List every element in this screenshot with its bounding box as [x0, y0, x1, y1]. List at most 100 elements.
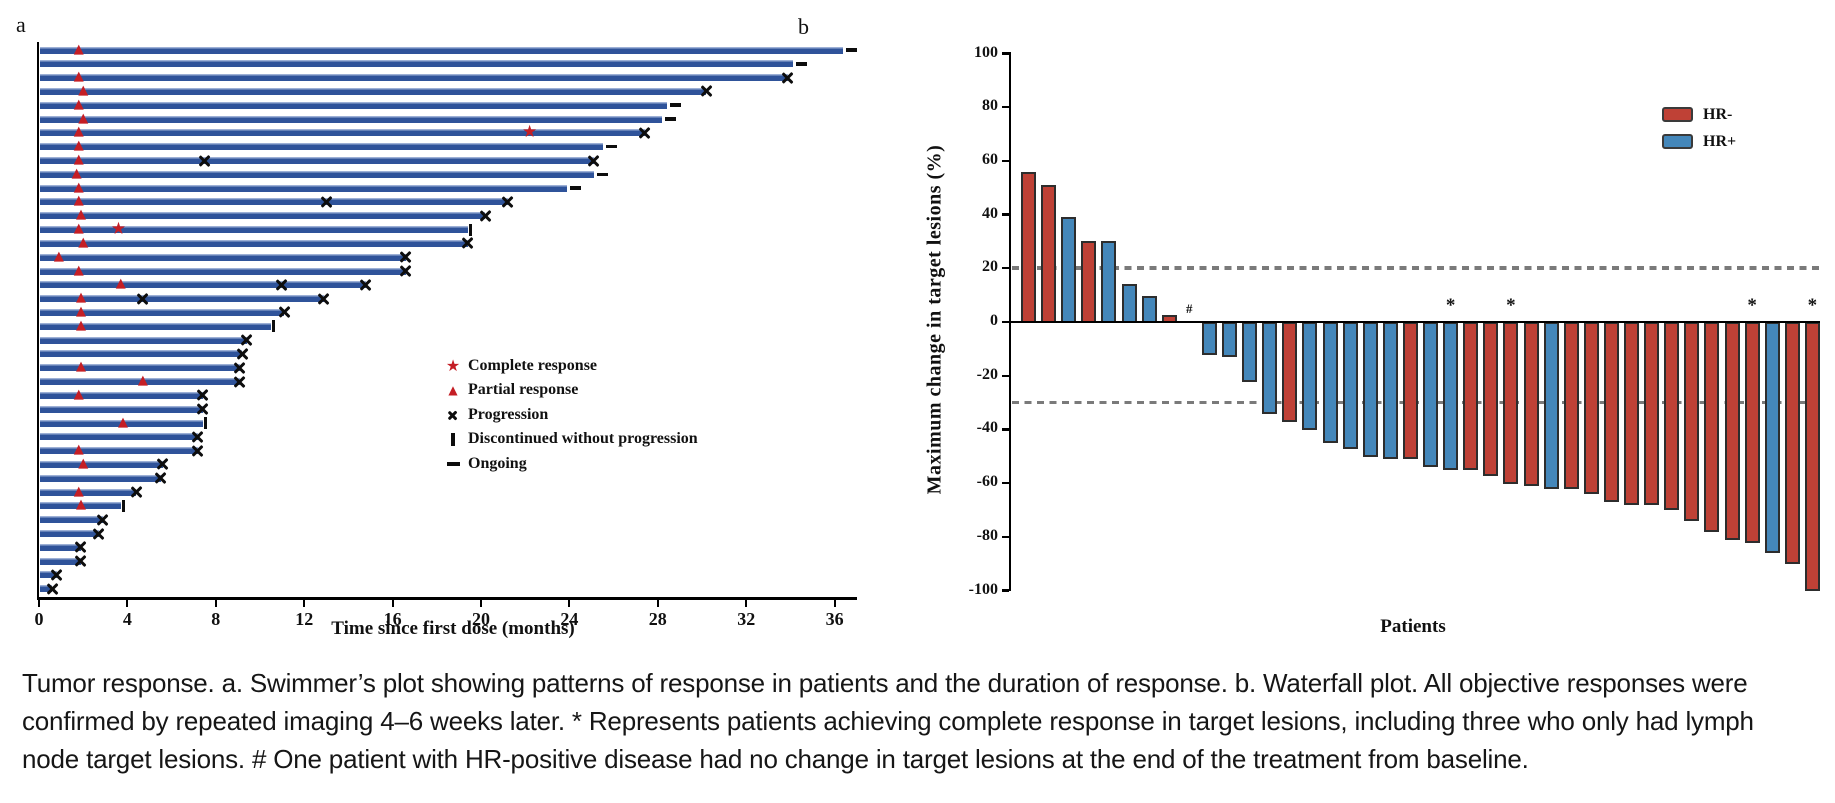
swimmer-x-axis: [37, 597, 857, 600]
waterfall-y-tick-label: -20: [976, 365, 998, 383]
partial-response-marker: ▲: [75, 497, 86, 513]
swimmer-bar: [40, 184, 568, 192]
ongoing-dash-marker: [846, 48, 858, 52]
legend-vbar-icon: [451, 433, 455, 447]
progression-x-marker: [278, 306, 291, 319]
swimmer-legend-label: Ongoing: [468, 454, 527, 472]
waterfall-y-tick-label: 0: [990, 312, 998, 329]
partial-response-marker: ▲: [78, 455, 89, 471]
waterfall-y-tick-label: 40: [982, 204, 998, 222]
waterfall-bar: [1804, 321, 1820, 591]
waterfall-bar: [1222, 321, 1237, 358]
waterfall-bar: [1262, 321, 1278, 414]
waterfall-y-tick-label: 80: [982, 97, 998, 115]
swimmer-x-tick: [391, 599, 394, 607]
waterfall-bar: [1583, 321, 1599, 495]
waterfall-bar: [1041, 185, 1057, 323]
ongoing-dash-marker: [669, 103, 681, 108]
progression-x-marker: [360, 278, 373, 291]
partial-response-marker: ▲: [73, 442, 84, 458]
swimmer-x-tick-label: 28: [648, 609, 667, 629]
partial-response-marker: ▲: [78, 82, 89, 98]
partial-response-marker: ▲: [73, 69, 84, 85]
partial-response-marker: ▲: [73, 96, 84, 112]
ongoing-dash-marker: [596, 172, 608, 177]
complete-response-asterisk: *: [1506, 295, 1516, 316]
swimmer-bar: [40, 378, 241, 386]
swimmer-bar: [40, 350, 243, 358]
progression-x-marker: [74, 541, 87, 554]
swimmer-bar: [40, 571, 57, 579]
progression-x-marker: [46, 582, 59, 595]
caption-line-2: confirmed by repeated imaging 4–6 weeks …: [22, 706, 1754, 736]
partial-response-marker: ▲: [73, 193, 84, 209]
partial-response-marker: ▲: [73, 41, 84, 57]
progression-x-marker: [136, 292, 149, 305]
waterfall-legend-label: HR+: [1703, 133, 1737, 150]
waterfall-bar: [1322, 321, 1338, 444]
swimmer-bar: [40, 419, 203, 427]
waterfall-bar: [1081, 241, 1097, 323]
waterfall-bar: [1302, 321, 1318, 430]
partial-response-marker: ▲: [115, 276, 126, 292]
waterfall-y-tick: [1002, 267, 1009, 270]
partial-response-marker: ▲: [137, 373, 148, 389]
swimmer-bar: [40, 488, 137, 496]
partial-response-marker: ▲: [117, 414, 128, 430]
swimmer-legend-label: Progression: [468, 405, 549, 423]
progression-x-marker: [479, 209, 492, 222]
complete-response-asterisk: *: [1807, 295, 1818, 316]
ongoing-dash-marker: [795, 62, 807, 66]
partial-response-marker: ▲: [73, 179, 84, 195]
waterfall-y-tick: [1002, 106, 1009, 109]
waterfall-bar: [1201, 321, 1217, 355]
progression-x-marker: [198, 154, 211, 167]
partial-response-marker: ▲: [75, 359, 86, 375]
waterfall-x-axis-title: Patients: [1380, 616, 1446, 637]
waterfall-bar: [1443, 321, 1459, 471]
waterfall-bar: [1744, 321, 1760, 543]
swimmer-x-tick-label: 8: [211, 609, 221, 629]
swimmer-bar: [40, 295, 325, 303]
partial-response-marker: ▲: [75, 207, 86, 223]
progression-x-marker: [782, 71, 795, 84]
waterfall-y-tick-label: 60: [982, 150, 998, 168]
progression-x-marker: [234, 361, 247, 374]
waterfall-y-tick-label: -60: [976, 473, 998, 491]
waterfall-y-tick: [1002, 52, 1009, 55]
swimmer-x-tick-label: 4: [122, 609, 132, 629]
progression-x-marker: [501, 195, 514, 208]
discontinued-marker: [468, 223, 472, 236]
partial-response-marker: ▲: [75, 303, 86, 319]
swimmer-x-tick: [745, 599, 748, 607]
progression-x-marker: [50, 568, 63, 581]
waterfall-bar: [1483, 321, 1499, 476]
waterfall-y-tick-label: -80: [976, 526, 998, 544]
swimmer-bar: [40, 322, 272, 330]
waterfall-bar: [1061, 217, 1077, 323]
progression-x-marker: [320, 195, 333, 208]
progression-x-marker: [461, 237, 474, 250]
waterfall-bar: [1724, 321, 1740, 540]
caption-line-1: Tumor response. a. Swimmer’s plot showin…: [22, 668, 1748, 698]
complete-response-marker: ★: [110, 219, 127, 240]
partial-response-marker: ▲: [71, 165, 82, 181]
waterfall-y-tick-label: 100: [974, 43, 998, 61]
swimmer-bar: [40, 460, 163, 468]
discontinued-marker: [272, 320, 276, 333]
swimmer-x-tick-label: 0: [34, 609, 44, 629]
partial-response-marker: ▲: [75, 290, 86, 306]
swimmer-x-tick-label: 32: [737, 609, 756, 629]
progression-x-marker: [156, 458, 169, 471]
partial-response-marker: ▲: [73, 483, 84, 499]
swimmer-x-tick-label: 36: [825, 609, 844, 629]
waterfall-bar: [1543, 321, 1559, 489]
swimmer-bar: [40, 502, 121, 510]
waterfall-legend-swatch: [1662, 134, 1693, 149]
waterfall-bar: [1101, 241, 1117, 323]
swimmer-legend-label: Partial response: [468, 381, 579, 399]
progression-x-marker: [196, 403, 209, 416]
partial-response-marker: ▲: [78, 234, 89, 250]
legend-triangle-icon: ▲: [448, 382, 458, 397]
swimmer-bar: [40, 143, 603, 151]
